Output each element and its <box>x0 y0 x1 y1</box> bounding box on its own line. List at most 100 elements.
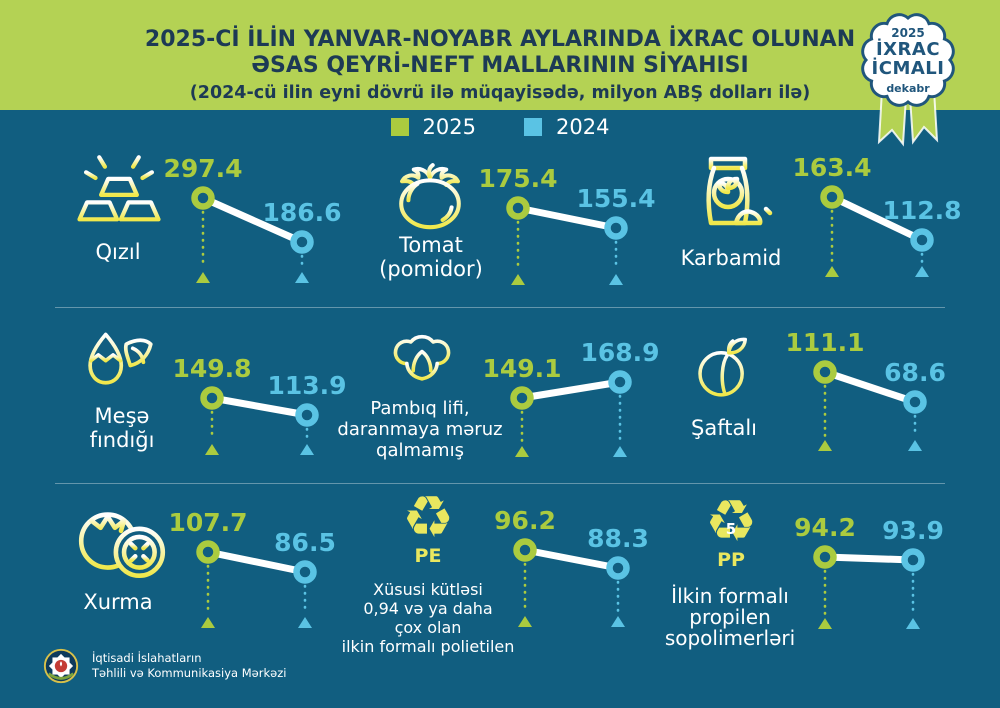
trend-line <box>204 548 309 576</box>
item-name-label: Şaftalı <box>691 416 757 440</box>
cotton-icon <box>378 318 466 398</box>
gold-bars-icon <box>72 146 166 240</box>
item-name-line: qalmamış <box>376 440 464 461</box>
recycle-pe-icon: ♻ PE <box>388 486 468 578</box>
peach-icon <box>686 320 764 412</box>
value-2024: 88.3 <box>587 524 649 553</box>
recycle-glyph-icon: ♻ <box>402 483 454 551</box>
item-name-line: Tomat <box>399 233 463 257</box>
value-2024: 186.6 <box>262 198 342 227</box>
data-point-2024 <box>604 216 628 240</box>
value-2025: 94.2 <box>794 513 856 542</box>
footer-org-line2: Təhlili və Kommunikasiya Mərkəzi <box>92 666 287 680</box>
legend-label: 2024 <box>556 115 610 139</box>
item-name-line: sopolimerləri <box>664 626 796 650</box>
item-icon-box: ♻ 5 PP <box>694 490 768 582</box>
axis-triangle-icon <box>818 440 832 451</box>
rosette-badge-icon <box>861 13 955 147</box>
item-name-line: propilen <box>689 605 771 629</box>
trend-line <box>518 378 624 402</box>
data-point-2025 <box>813 360 837 384</box>
data-point-2025 <box>200 386 224 410</box>
trend-line <box>514 204 620 232</box>
footer: İqtisadi İslahatların Təhlili və Kommuni… <box>42 647 286 685</box>
recycle-code-label: PE <box>414 545 442 567</box>
fertilizer-bag-icon <box>678 144 778 246</box>
item-name-label: Tomat (pomidor) <box>379 233 483 281</box>
data-point-2025 <box>813 545 837 569</box>
legend-swatch-icon <box>524 118 542 136</box>
legend-label: 2025 <box>422 115 476 139</box>
value-2025: 175.4 <box>478 164 558 193</box>
item-name-line: daranmaya məruz <box>337 419 503 440</box>
item-name-label: Meşə fındığı <box>90 404 155 452</box>
item-name-line: Xüsusi kütləsi <box>373 580 483 599</box>
value-2025: 96.2 <box>494 506 556 535</box>
value-2024: 93.9 <box>882 516 944 545</box>
recycle-glyph-icon: ♻ <box>705 487 757 555</box>
recycle-code-label: PP <box>717 549 745 571</box>
footer-org-name: İqtisadi İslahatların Təhlili və Kommuni… <box>92 651 286 681</box>
data-point-2025 <box>513 538 537 562</box>
data-point-2025 <box>510 386 534 410</box>
axis-triangle-icon <box>201 617 215 628</box>
item-name-line: 0,94 və ya daha <box>363 599 493 618</box>
axis-triangle-icon <box>825 266 839 277</box>
footer-org-line1: İqtisadi İslahatların <box>92 651 202 665</box>
axis-triangle-icon <box>613 446 627 457</box>
axis-triangle-icon <box>205 444 219 455</box>
axis-triangle-icon <box>298 617 312 628</box>
value-2024: 155.4 <box>576 184 656 213</box>
tomato-icon <box>382 148 478 238</box>
persimmon-icon <box>68 488 176 590</box>
legend: 2025 2024 <box>0 115 1000 139</box>
item-name-line: (pomidor) <box>379 257 483 281</box>
recycle-pp-icon: ♻ 5 PP <box>694 490 768 582</box>
data-point-2025 <box>191 186 215 210</box>
data-point-2024 <box>290 230 314 254</box>
trend-line <box>821 368 919 406</box>
item-name-line: Qızıl <box>95 240 141 264</box>
badge-month: dekabr <box>886 82 930 95</box>
data-point-2025 <box>196 540 220 564</box>
trend-line <box>199 194 306 246</box>
data-point-2024 <box>901 548 925 572</box>
axis-triangle-icon <box>908 440 922 451</box>
value-2025: 149.8 <box>172 354 252 383</box>
value-2025: 111.1 <box>785 328 865 357</box>
value-2025: 297.4 <box>163 154 243 183</box>
item-name-label: Qızıl <box>95 240 140 264</box>
title-subtitle: (2024-cü ilin eyni dövrü ilə müqayisədə,… <box>189 83 811 103</box>
axis-triangle-icon <box>906 618 920 629</box>
item-icon-box: ♻ PE <box>388 486 468 578</box>
value-2025: 107.7 <box>168 508 248 537</box>
axis-triangle-icon <box>300 444 314 455</box>
row-divider <box>55 483 945 484</box>
axis-triangle-icon <box>295 272 309 283</box>
item-name-label: Xüsusi kütləsi 0,94 və ya daha çox olan ilk… <box>342 580 515 656</box>
item-name-line: Karbamid <box>680 246 782 270</box>
item-name-line: çox olan <box>394 618 462 637</box>
data-point-2024 <box>903 390 927 414</box>
data-point-2024 <box>293 560 317 584</box>
title-line-2: ƏSAS QEYRİ-NEFT MALLARININ SİYAHISI <box>251 53 749 78</box>
data-point-2025 <box>820 185 844 209</box>
data-point-2024 <box>608 370 632 394</box>
value-2024: 168.9 <box>580 338 660 367</box>
value-2024: 68.6 <box>884 358 946 387</box>
badge-year: 2025 <box>891 26 925 40</box>
title-line-1: 2025-Cİ İLİN YANVAR-NOYABR AYLARINDA İXR… <box>144 27 856 52</box>
axis-triangle-icon <box>611 616 625 627</box>
badge-line1: İXRAC <box>875 39 941 60</box>
data-point-2024 <box>606 556 630 580</box>
trend-line <box>208 394 311 419</box>
recycle-number: 5 <box>725 520 737 538</box>
item-name-line: İlkin formalı <box>671 584 789 608</box>
hazelnut-icon <box>66 318 170 400</box>
item-name-line: ilkin formalı polietilen <box>341 637 515 656</box>
item-name-line: Şaftalı <box>691 416 757 440</box>
value-2024: 86.5 <box>274 528 336 557</box>
value-2025: 149.1 <box>482 354 562 383</box>
